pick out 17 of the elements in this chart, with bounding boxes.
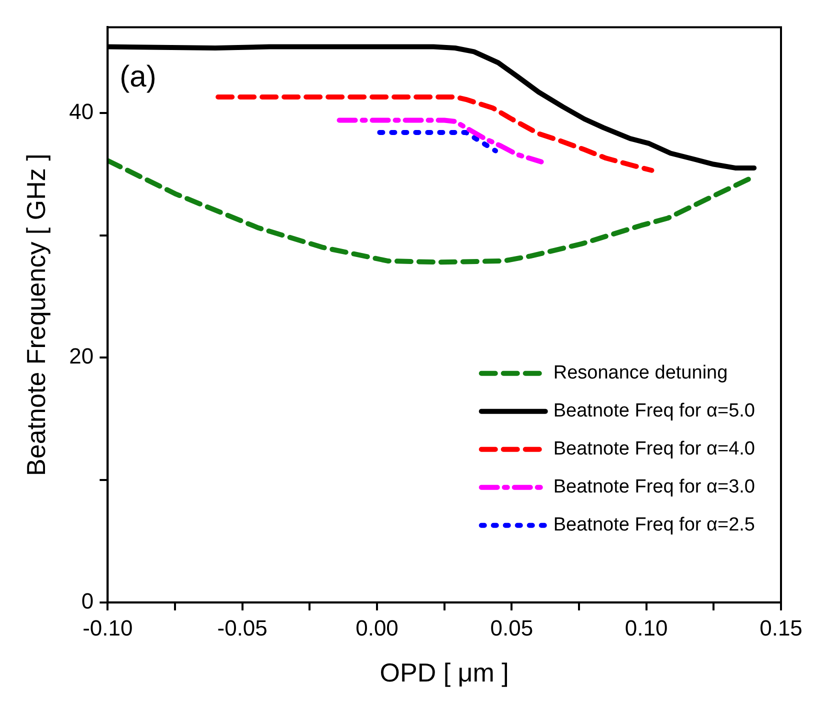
legend-label: Beatnote Freq for α=5.0 xyxy=(553,400,756,422)
x-tick-label: 0.10 xyxy=(624,616,668,641)
legend-label: Beatnote Freq for α=4.0 xyxy=(553,438,756,460)
y-tick-label: 40 xyxy=(69,98,94,124)
y-tick-label: 0 xyxy=(81,588,94,614)
x-tick-label: 0.00 xyxy=(356,616,398,641)
legend-label: Resonance detuning xyxy=(553,362,728,384)
x-tick-label: 0.05 xyxy=(490,616,534,641)
legend-label: Beatnote Freq for α=3.0 xyxy=(553,476,756,498)
annotation: (a) xyxy=(120,60,156,94)
x-tick-label: -0.10 xyxy=(82,616,133,641)
legend-label: Beatnote Freq for α=2.5 xyxy=(553,514,756,536)
x-axis-title: OPD [ μm ] xyxy=(380,658,509,688)
x-tick-label: 0.15 xyxy=(760,616,802,641)
y-axis-title: Beatnote Frequency [ GHz ] xyxy=(20,154,51,476)
y-tick-label: 20 xyxy=(69,344,94,369)
x-tick-label: -0.05 xyxy=(217,616,268,641)
